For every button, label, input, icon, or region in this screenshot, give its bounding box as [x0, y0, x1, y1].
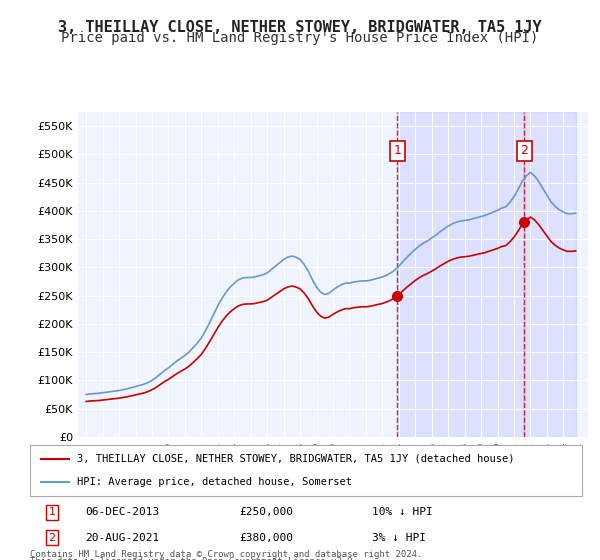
Text: 3, THEILLAY CLOSE, NETHER STOWEY, BRIDGWATER, TA5 1JY (detached house): 3, THEILLAY CLOSE, NETHER STOWEY, BRIDGW… [77, 454, 514, 464]
Text: 2: 2 [520, 144, 528, 157]
Text: £250,000: £250,000 [240, 507, 294, 517]
Bar [524, 112, 575, 437]
Text: 3% ↓ HPI: 3% ↓ HPI [372, 533, 426, 543]
Text: Price paid vs. HM Land Registry's House Price Index (HPI): Price paid vs. HM Land Registry's House … [61, 31, 539, 45]
Text: 1: 1 [49, 507, 56, 517]
Text: Contains HM Land Registry data © Crown copyright and database right 2024.: Contains HM Land Registry data © Crown c… [30, 550, 422, 559]
Text: This data is licensed under the Open Government Licence v3.0.: This data is licensed under the Open Gov… [30, 557, 358, 560]
Text: £380,000: £380,000 [240, 533, 294, 543]
Bar [397, 112, 524, 437]
Text: 3, THEILLAY CLOSE, NETHER STOWEY, BRIDGWATER, TA5 1JY: 3, THEILLAY CLOSE, NETHER STOWEY, BRIDGW… [58, 20, 542, 35]
Text: HPI: Average price, detached house, Somerset: HPI: Average price, detached house, Some… [77, 477, 352, 487]
Text: 2: 2 [49, 533, 56, 543]
Text: 20-AUG-2021: 20-AUG-2021 [85, 533, 160, 543]
Text: 06-DEC-2013: 06-DEC-2013 [85, 507, 160, 517]
FancyBboxPatch shape [30, 445, 582, 496]
Text: 10% ↓ HPI: 10% ↓ HPI [372, 507, 433, 517]
Text: 1: 1 [394, 144, 401, 157]
